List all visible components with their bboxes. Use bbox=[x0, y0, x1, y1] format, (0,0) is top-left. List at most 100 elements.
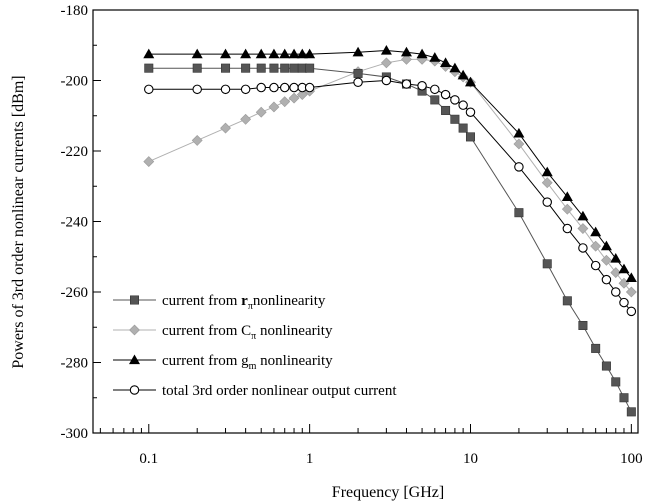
data-point bbox=[143, 156, 155, 167]
legend-item: current from gm nonlinearity bbox=[113, 353, 333, 372]
legend-marker bbox=[129, 324, 140, 336]
data-point bbox=[618, 263, 630, 274]
legend-label: total 3rd order nonlinear output current bbox=[162, 383, 397, 399]
data-point bbox=[296, 48, 308, 59]
series-circle bbox=[144, 75, 637, 317]
data-point bbox=[221, 63, 231, 73]
data-point bbox=[562, 296, 572, 306]
x-tick-label: 100 bbox=[620, 451, 643, 467]
data-point bbox=[590, 260, 601, 271]
data-point bbox=[458, 123, 468, 133]
data-point bbox=[289, 63, 299, 73]
data-point bbox=[591, 343, 601, 353]
data-point bbox=[240, 113, 252, 125]
data-point bbox=[255, 106, 267, 118]
legend-marker bbox=[129, 354, 140, 365]
legend-marker bbox=[130, 295, 140, 305]
data-point bbox=[464, 76, 476, 87]
data-point bbox=[513, 127, 525, 138]
series-line bbox=[148, 58, 632, 293]
data-point bbox=[240, 84, 251, 95]
legend-item: current from rπnonlinearity bbox=[113, 293, 326, 312]
x-axis-title: Frequency [GHz] bbox=[332, 484, 444, 501]
legend-label: current from rπnonlinearity bbox=[162, 293, 326, 312]
data-point bbox=[457, 69, 469, 80]
x-tick-label: 0.1 bbox=[139, 451, 158, 467]
data-point bbox=[610, 267, 622, 279]
legend-item: total 3rd order nonlinear output current bbox=[113, 383, 397, 399]
data-point bbox=[578, 243, 588, 253]
data-point bbox=[143, 48, 155, 59]
data-point bbox=[289, 82, 299, 93]
legend-label: current from gm nonlinearity bbox=[162, 353, 333, 372]
data-point bbox=[352, 46, 364, 57]
series-line bbox=[148, 49, 632, 279]
data-point bbox=[144, 84, 154, 95]
data-point bbox=[220, 48, 232, 59]
data-point bbox=[450, 95, 460, 105]
data-point bbox=[279, 82, 290, 93]
data-point bbox=[279, 96, 291, 108]
data-point bbox=[465, 107, 476, 117]
data-point bbox=[144, 63, 154, 73]
legend-item: current from Cπ nonlinearity bbox=[113, 323, 333, 342]
data-point bbox=[400, 46, 412, 57]
legend: current from rπnonlinearity current from … bbox=[113, 293, 397, 399]
y-tick-label: -200 bbox=[61, 74, 89, 90]
data-point bbox=[305, 63, 315, 73]
data-point bbox=[380, 57, 392, 69]
data-point bbox=[441, 105, 451, 115]
series-triangle bbox=[143, 45, 637, 283]
data-point bbox=[296, 89, 308, 101]
data-point bbox=[514, 208, 524, 218]
data-point bbox=[514, 162, 524, 172]
x-tick-label: 10 bbox=[463, 451, 478, 467]
data-point bbox=[541, 166, 553, 177]
data-point bbox=[304, 48, 316, 59]
data-point bbox=[450, 114, 460, 124]
data-point bbox=[611, 287, 621, 297]
series-diamond bbox=[143, 53, 637, 298]
data-point bbox=[449, 62, 461, 73]
legend-marker bbox=[129, 385, 140, 395]
data-point bbox=[625, 272, 637, 283]
x-axis: 0.1 1 10 100 bbox=[99, 424, 643, 467]
data-point bbox=[288, 48, 300, 59]
data-point bbox=[191, 48, 203, 59]
data-point bbox=[220, 84, 231, 95]
series-line bbox=[148, 67, 632, 413]
data-point bbox=[542, 197, 552, 207]
data-point bbox=[269, 63, 279, 73]
data-point bbox=[625, 286, 637, 298]
data-point bbox=[401, 79, 412, 89]
data-point bbox=[429, 52, 441, 62]
data-point bbox=[269, 82, 279, 93]
data-point bbox=[381, 75, 392, 86]
data-point bbox=[279, 48, 291, 59]
data-point bbox=[562, 223, 573, 234]
data-point bbox=[240, 48, 252, 59]
data-point bbox=[578, 320, 588, 330]
data-point bbox=[417, 81, 427, 91]
y-axis-title: Powers of 3rd order nonlinear currents [… bbox=[10, 75, 27, 368]
data-point bbox=[561, 191, 573, 201]
data-point bbox=[401, 53, 412, 65]
data-point bbox=[626, 306, 637, 317]
series-layer bbox=[143, 45, 637, 417]
plot-border bbox=[92, 9, 639, 434]
data-point bbox=[353, 77, 363, 88]
data-point bbox=[541, 177, 553, 189]
data-point bbox=[610, 253, 622, 263]
data-point bbox=[192, 63, 202, 73]
data-point bbox=[561, 203, 573, 215]
data-point bbox=[601, 274, 612, 285]
y-axis: -180 -200 -220 -240 -260 -280 -300 bbox=[61, 3, 101, 442]
data-point bbox=[241, 63, 251, 73]
data-point bbox=[304, 82, 315, 93]
data-point bbox=[513, 138, 525, 150]
data-point bbox=[619, 393, 629, 403]
y-tick-label: -220 bbox=[61, 144, 89, 160]
data-point bbox=[191, 135, 203, 146]
data-point bbox=[440, 57, 452, 67]
